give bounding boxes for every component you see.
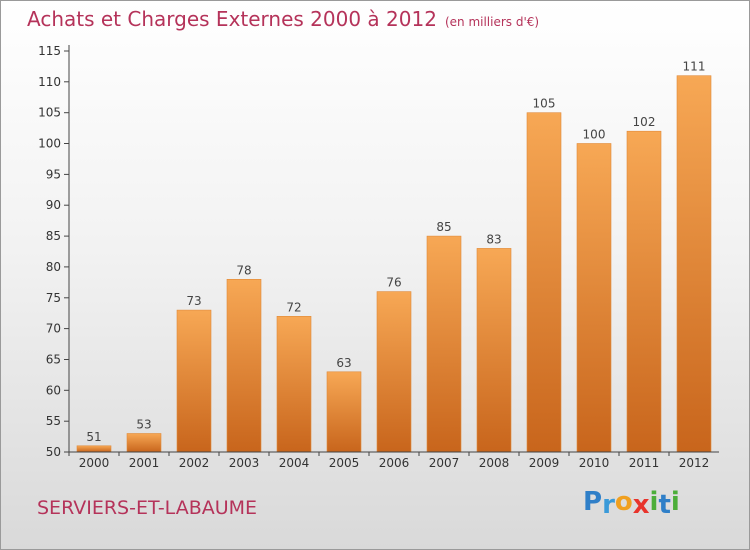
y-tick-label-80: 80 [46,260,61,274]
logo-letter: o [614,487,633,517]
bar-2005 [326,371,362,453]
y-tick-label-85: 85 [46,229,61,243]
value-label-2001: 53 [136,418,151,432]
commune-name: SERVIERS-ET-LABAUME [37,497,258,519]
bar-2009 [526,112,562,453]
x-tick-label-2008: 2008 [479,456,510,470]
bar-2010 [576,143,612,453]
y-tick-label-65: 65 [46,353,61,367]
y-tick-label-105: 105 [38,106,61,120]
bar-2001 [126,433,162,453]
logo-letter: P [583,487,603,517]
y-tick-label-100: 100 [38,137,61,151]
bar-2002 [176,309,212,453]
value-label-2011: 102 [633,115,656,129]
logo-letter: i [670,487,680,517]
y-tick-label-95: 95 [46,167,61,181]
y-tick-label-90: 90 [46,198,61,212]
y-tick-label-75: 75 [46,291,61,305]
bars-group [76,75,712,453]
y-tick-label-70: 70 [46,322,61,336]
value-label-2007: 85 [436,220,451,234]
x-tick-label-2000: 2000 [79,456,110,470]
x-tick-label-2005: 2005 [329,456,360,470]
bar-2004 [276,315,312,453]
value-label-2006: 76 [386,276,401,290]
logo-letter: i [649,487,659,517]
bar-2008 [476,248,512,453]
bar-2012 [676,75,712,453]
proxiti-logo: Proxiti [583,487,680,520]
bar-2006 [376,291,412,453]
value-label-2005: 63 [336,356,351,370]
x-tick-label-2004: 2004 [279,456,310,470]
value-label-2008: 83 [486,232,501,246]
bar-2011 [626,130,662,453]
chart-subtitle: (en milliers d'€) [444,15,540,29]
bar-2007 [426,235,462,453]
x-tick-label-2009: 2009 [529,456,560,470]
x-tick-label-2001: 2001 [129,456,160,470]
x-tick-label-2006: 2006 [379,456,410,470]
y-tick-label-115: 115 [38,44,61,58]
x-tick-label-2002: 2002 [179,456,210,470]
x-tick-label-2011: 2011 [629,456,660,470]
value-label-2004: 72 [286,300,301,314]
y-tick-label-110: 110 [38,75,61,89]
x-tick-label-2007: 2007 [429,456,460,470]
x-tick-label-2010: 2010 [579,456,610,470]
chart-title: Achats et Charges Externes 2000 à 2012 (e… [27,7,539,31]
value-label-2009: 105 [533,97,556,111]
y-tick-label-55: 55 [46,414,61,428]
chart-title-text: Achats et Charges Externes 2000 à 2012 [27,7,437,31]
value-label-2003: 78 [236,263,251,277]
value-label-2000: 51 [86,430,101,444]
x-tick-label-2012: 2012 [679,456,710,470]
x-tick-label-2003: 2003 [229,456,260,470]
logo-letter: r [602,490,615,520]
labels-group: 51 2000 53 2001 73 2002 78 2003 72 2004 63 2005 76 20… [38,44,709,470]
bar-2000 [76,445,112,453]
logo-letter: x [632,490,650,520]
value-label-2012: 111 [683,60,706,74]
logo-letter: t [658,490,671,520]
bar-2003 [226,278,262,453]
y-tick-label-60: 60 [46,383,61,397]
value-label-2002: 73 [186,294,201,308]
axes-group [64,45,719,456]
value-label-2010: 100 [583,128,606,142]
y-tick-label-50: 50 [46,445,61,459]
